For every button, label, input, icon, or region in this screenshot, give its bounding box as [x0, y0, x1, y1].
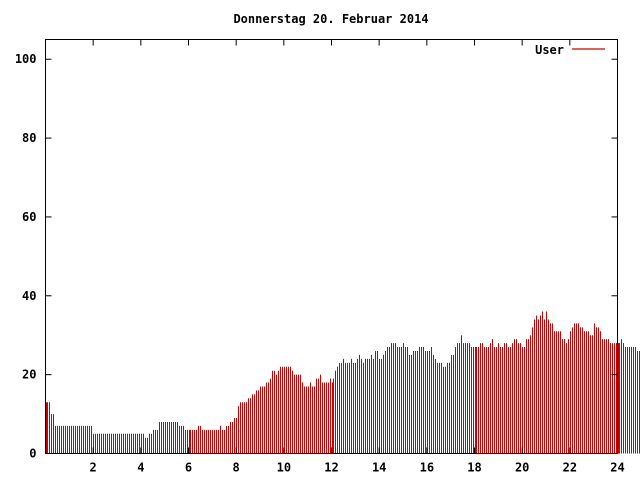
chart-title: Donnerstag 20. Februar 2014: [233, 12, 428, 26]
x-tick-label: 8: [233, 461, 240, 475]
x-tick-label: 24: [610, 461, 624, 475]
x-tick-label: 22: [563, 461, 577, 475]
legend-label: User: [535, 43, 564, 57]
x-tick-label: 10: [277, 461, 291, 475]
x-tick-label: 16: [420, 461, 434, 475]
y-tick-label: 20: [22, 368, 36, 382]
x-tick-label: 12: [324, 461, 338, 475]
y-tick-label: 40: [22, 289, 36, 303]
bars-group: [46, 311, 640, 454]
x-tick-label: 18: [467, 461, 481, 475]
legend: User: [535, 43, 605, 57]
plot-frame: [45, 39, 618, 454]
y-tick-label: 80: [22, 131, 36, 145]
x-tick-label: 4: [137, 461, 144, 475]
x-tick-label: 2: [90, 461, 97, 475]
x-tick-label: 20: [515, 461, 529, 475]
x-tick-label: 6: [185, 461, 192, 475]
x-tick-label: 14: [372, 461, 386, 475]
y-tick-label: 0: [29, 447, 36, 461]
y-tick-label: 100: [15, 52, 37, 66]
y-tick-label: 60: [22, 210, 36, 224]
